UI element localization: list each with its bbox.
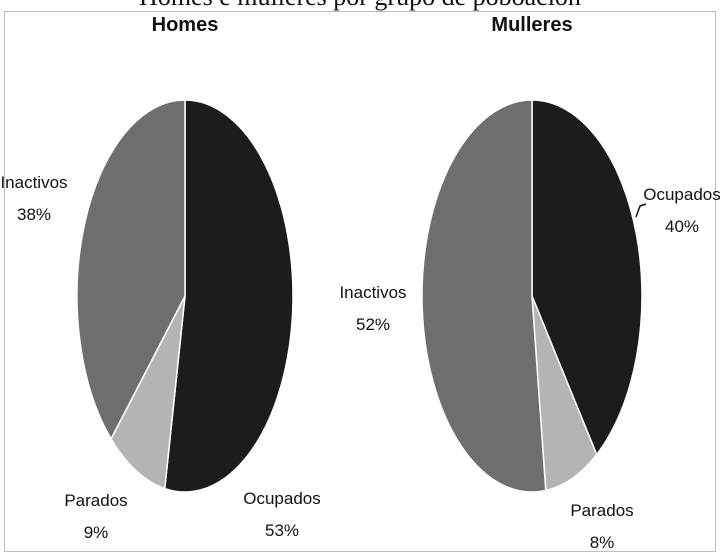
slice-label-name: Inactivos <box>339 283 406 302</box>
slice-label-name: Inactivos <box>0 173 67 192</box>
slice-label-inactivos: Inactivos 38% <box>0 173 67 224</box>
slice-label-value: 9% <box>84 523 109 542</box>
slice-label-name: Ocupados <box>243 489 321 508</box>
leader-line-ocupados <box>635 203 647 218</box>
page-title: Homes e mulleres por grupo de poboación <box>0 0 720 12</box>
slice-label-name: Parados <box>570 501 633 520</box>
slice-label-value: 38% <box>17 205 51 224</box>
slice-label-value: 53% <box>265 521 299 540</box>
slice-label-name: Parados <box>64 491 127 510</box>
pie-slice-inactivos <box>421 99 547 493</box>
pie-slice-inactivos <box>76 99 186 441</box>
chart-title: Homes <box>152 14 219 36</box>
pie-slice-ocupados <box>163 99 294 493</box>
pie-chart-mulleres: Mulleres Ocupados 40% Parados 8% Inactivos 52% <box>339 14 720 552</box>
slice-label-name: Ocupados <box>643 185 720 204</box>
slice-label-value: 52% <box>356 315 390 334</box>
slice-label-value: 40% <box>665 217 699 236</box>
pie-chart-homes: Homes Ocupados 53% Parados 9% Inactivos 38% <box>0 14 320 542</box>
slice-label-ocupados: Ocupados 40% <box>643 185 720 236</box>
pie-slice-parados <box>531 295 598 492</box>
slice-label-value: 8% <box>590 533 615 552</box>
slice-label-parados: Parados 8% <box>570 501 633 552</box>
pie-slice-ocupados <box>531 99 643 457</box>
pie-slice-parados <box>110 295 186 490</box>
slice-label-parados: Parados 9% <box>64 491 127 542</box>
slice-label-inactivos: Inactivos 52% <box>339 283 406 334</box>
chart-title: Mulleres <box>491 14 572 36</box>
slice-label-ocupados: Ocupados 53% <box>243 489 321 540</box>
